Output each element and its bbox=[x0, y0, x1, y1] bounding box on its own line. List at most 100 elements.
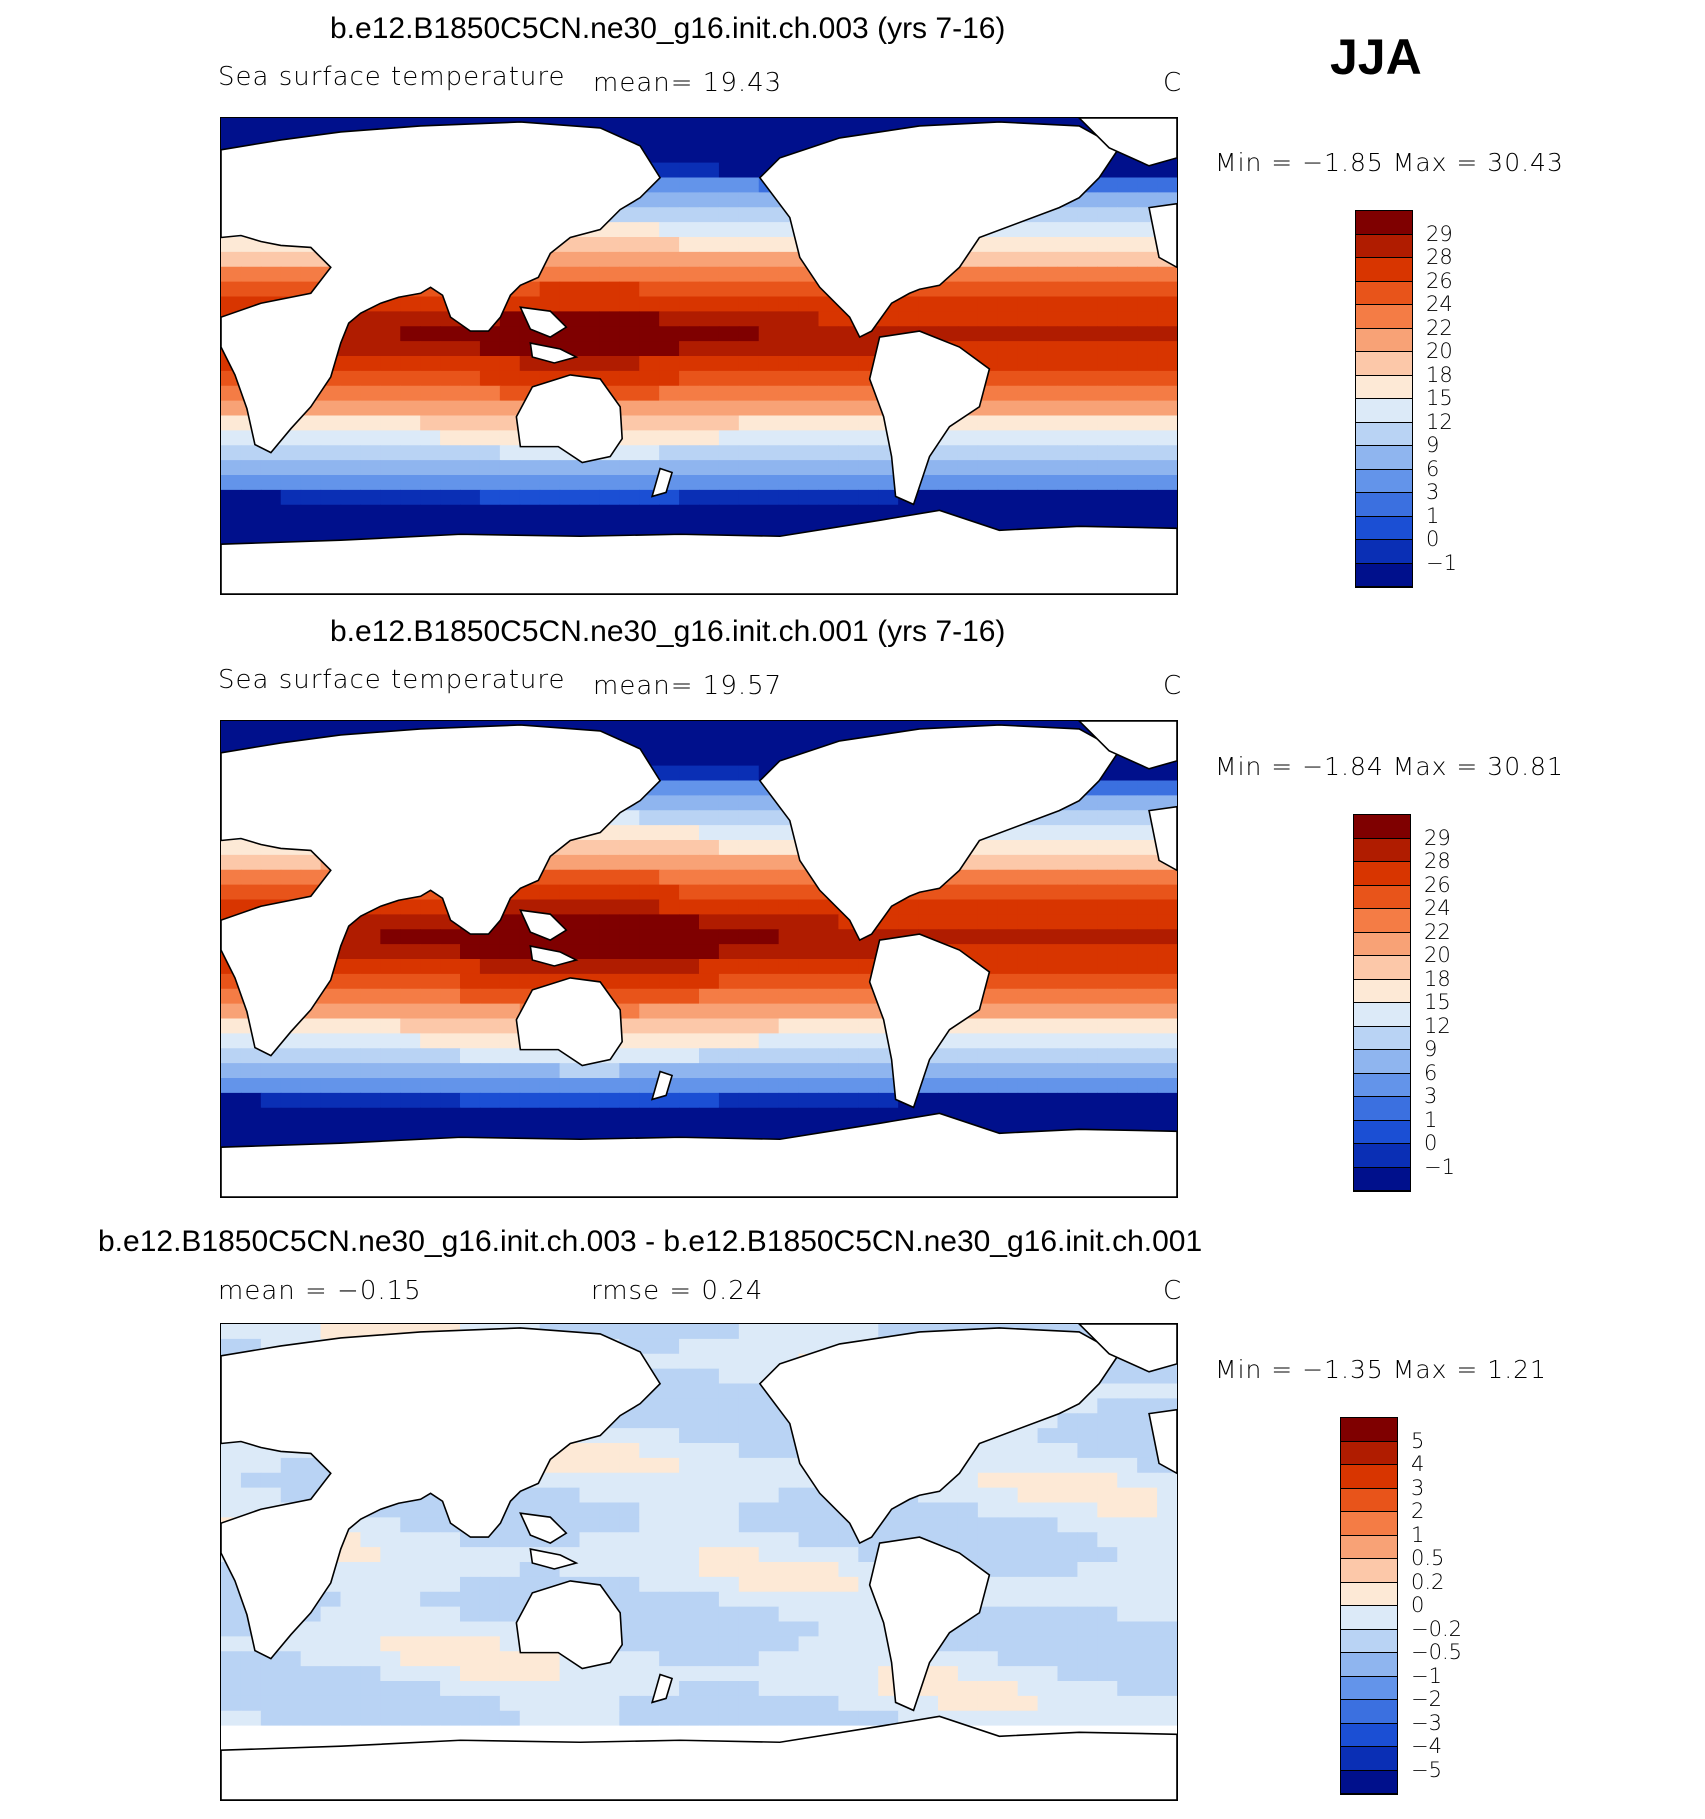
ocean-cell bbox=[1137, 959, 1158, 975]
ocean-cell bbox=[599, 1502, 620, 1518]
ocean-cell bbox=[738, 825, 760, 841]
ocean-cell bbox=[599, 326, 620, 342]
ocean-cell bbox=[559, 281, 581, 298]
ocean-cell bbox=[758, 430, 780, 446]
ocean-cell bbox=[798, 1621, 820, 1637]
ocean-cell bbox=[479, 519, 501, 536]
ocean-cell bbox=[380, 489, 401, 506]
ocean-cell bbox=[997, 1063, 1019, 1079]
ocean-cell bbox=[778, 281, 800, 298]
ocean-cell bbox=[699, 207, 720, 223]
ocean-cell bbox=[559, 519, 581, 536]
ocean-cell bbox=[499, 341, 521, 357]
ocean-cell bbox=[1137, 765, 1158, 782]
ocean-cell bbox=[499, 944, 521, 960]
ocean-cell bbox=[360, 1092, 381, 1109]
ocean-cell bbox=[380, 1636, 401, 1652]
ocean-cell bbox=[1117, 1048, 1138, 1064]
ocean-cell bbox=[1037, 840, 1059, 856]
ocean-cell bbox=[260, 1122, 282, 1139]
ocean-cell bbox=[579, 489, 601, 506]
ocean-cell bbox=[400, 1606, 421, 1623]
ocean-cell bbox=[599, 370, 620, 387]
ocean-cell bbox=[639, 988, 660, 1005]
ocean-cell bbox=[280, 1107, 302, 1124]
ocean-cell bbox=[479, 1078, 501, 1094]
colorbar-tick-label: 20 bbox=[1426, 339, 1453, 363]
colorbar-swatch bbox=[1341, 1441, 1397, 1465]
ocean-cell bbox=[619, 1107, 640, 1124]
ocean-cell bbox=[957, 884, 979, 901]
ocean-cell bbox=[1117, 1063, 1138, 1079]
ocean-cell bbox=[360, 1033, 381, 1049]
ocean-cell bbox=[1157, 356, 1177, 372]
ocean-cell bbox=[380, 1078, 401, 1094]
ocean-cell bbox=[619, 222, 640, 238]
ocean-cell bbox=[240, 1107, 262, 1124]
ocean-cell bbox=[957, 1681, 979, 1697]
ocean-cell bbox=[1157, 780, 1177, 796]
ocean-cell bbox=[639, 721, 660, 737]
ocean-cell bbox=[1097, 1092, 1118, 1109]
ocean-cell bbox=[699, 237, 720, 253]
ocean-cell bbox=[977, 899, 999, 915]
ocean-cell bbox=[798, 929, 820, 945]
ocean-cell bbox=[1137, 899, 1158, 915]
ocean-cell bbox=[539, 869, 561, 886]
ocean-cell bbox=[1157, 1651, 1177, 1667]
ocean-cell bbox=[320, 721, 342, 737]
ocean-cell bbox=[977, 445, 999, 461]
ocean-cell bbox=[400, 1018, 421, 1034]
ocean-cell bbox=[340, 341, 362, 357]
ocean-cell bbox=[499, 385, 521, 402]
ocean-cell bbox=[579, 1472, 601, 1489]
ocean-cell bbox=[1077, 1443, 1098, 1459]
ocean-cell bbox=[400, 296, 421, 312]
ocean-cell bbox=[679, 1063, 700, 1079]
ocean-cell bbox=[1157, 370, 1177, 387]
ocean-cell bbox=[639, 370, 660, 387]
ocean-cell bbox=[918, 311, 939, 327]
ocean-cell bbox=[858, 721, 879, 737]
ocean-cell bbox=[280, 1324, 302, 1340]
ocean-cell bbox=[659, 326, 680, 342]
ocean-cell bbox=[838, 1092, 859, 1109]
ocean-cell bbox=[718, 1413, 740, 1429]
ocean-cell bbox=[699, 1606, 720, 1623]
ocean-cell bbox=[1117, 810, 1138, 826]
panel-2-map bbox=[220, 720, 1178, 1198]
ocean-cell bbox=[1097, 884, 1118, 901]
ocean-cell bbox=[679, 1502, 700, 1518]
ocean-cell bbox=[699, 1710, 720, 1727]
ocean-cell bbox=[738, 251, 760, 268]
ocean-cell bbox=[1017, 1078, 1039, 1094]
ocean-cell bbox=[1117, 192, 1138, 208]
ocean-cell bbox=[957, 326, 979, 342]
ocean-cell bbox=[260, 1107, 282, 1124]
ocean-cell bbox=[240, 1324, 262, 1340]
ocean-cell bbox=[619, 914, 640, 930]
ocean-cell bbox=[380, 1063, 401, 1079]
ocean-cell bbox=[1117, 296, 1138, 312]
ocean-cell bbox=[718, 1353, 740, 1370]
ocean-cell bbox=[718, 266, 740, 283]
ocean-cell bbox=[460, 1003, 481, 1020]
ocean-cell bbox=[1117, 988, 1138, 1005]
ocean-cell bbox=[599, 1487, 620, 1504]
ocean-cell bbox=[619, 1517, 640, 1533]
ocean-cell bbox=[977, 944, 999, 960]
ocean-cell bbox=[858, 415, 879, 431]
ocean-cell bbox=[778, 356, 800, 372]
ocean-cell bbox=[718, 1457, 740, 1474]
ocean-cell bbox=[679, 1562, 700, 1578]
ocean-cell bbox=[1057, 504, 1079, 521]
ocean-cell bbox=[519, 1725, 541, 1742]
ocean-cell bbox=[818, 1033, 840, 1049]
ocean-cell bbox=[957, 430, 979, 446]
ocean-cell bbox=[818, 1695, 840, 1712]
ocean-cell bbox=[997, 899, 1019, 915]
ocean-cell bbox=[619, 721, 640, 737]
ocean-cell bbox=[798, 1033, 820, 1049]
ocean-cell bbox=[599, 296, 620, 312]
ocean-cell bbox=[1097, 475, 1118, 491]
